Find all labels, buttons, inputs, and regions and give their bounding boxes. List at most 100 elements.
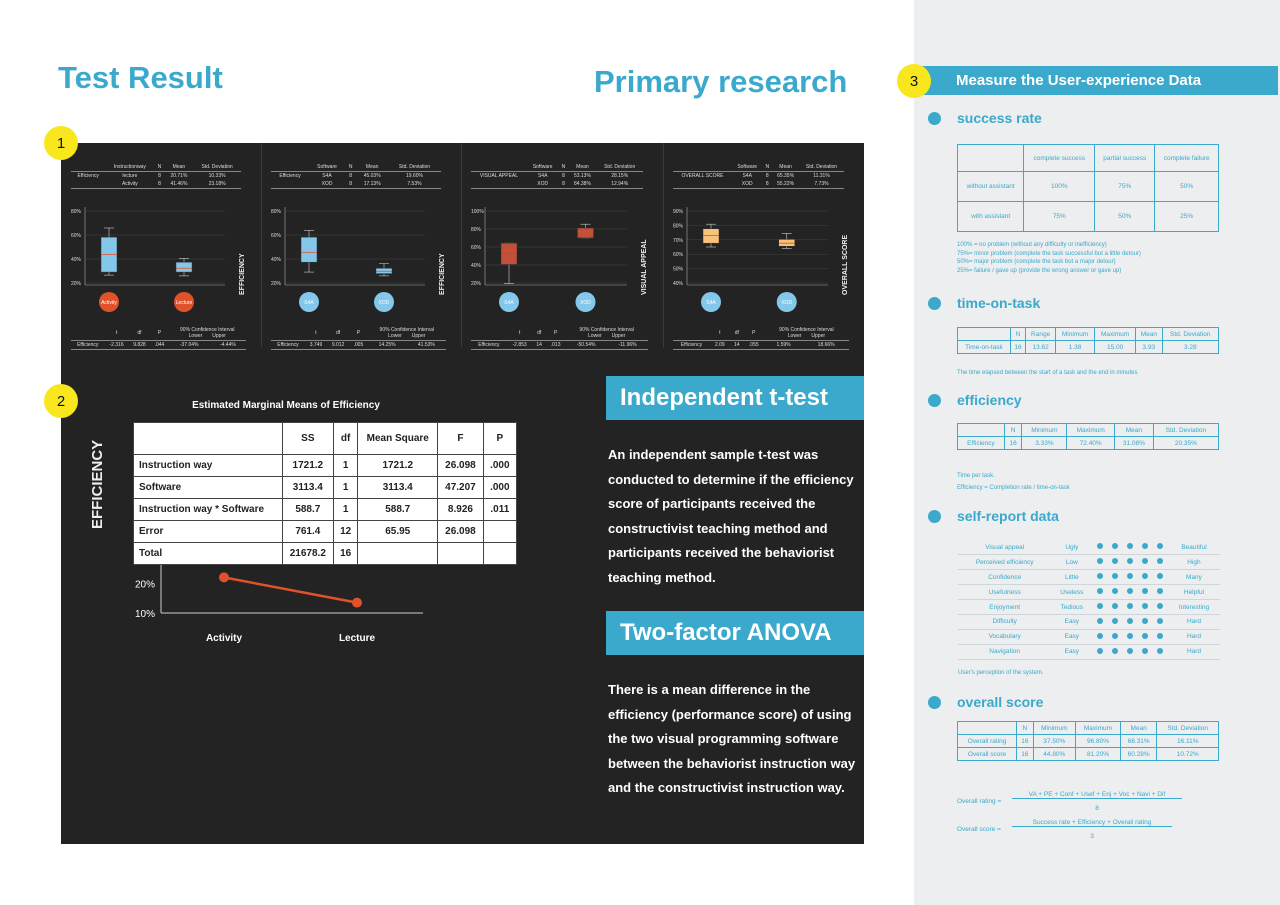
ttest-body: An independent sample t-test was conduct… xyxy=(608,447,854,585)
group-label: XOD xyxy=(580,300,591,306)
header-cell: SS xyxy=(281,422,335,455)
scale-low: Little xyxy=(1051,569,1093,586)
table-cell: Error xyxy=(133,520,283,543)
stat-panel-1: Instructionway N Mean Std. Deviation Efficie… xyxy=(61,143,261,350)
scale-high: Beautiful xyxy=(1167,540,1220,556)
table-cell: Efficiency xyxy=(673,340,710,350)
y-tick: 50% xyxy=(673,267,684,273)
dot-icon xyxy=(1112,632,1119,639)
dot-icon xyxy=(1157,558,1164,565)
table-cell: .000 xyxy=(482,476,518,499)
table-row: Efficiency lecture 8 20.71% 10.33% xyxy=(71,172,241,181)
scale-point xyxy=(1152,599,1168,615)
dot-icon xyxy=(1142,543,1149,550)
y-tick: 20% xyxy=(271,281,282,287)
table-cell: -37.04% xyxy=(168,340,210,350)
self-report-row: Usefulness Useless Helpful xyxy=(958,584,1220,601)
table-cell: with assistant xyxy=(956,201,1025,232)
ttest-title: Independent t-test xyxy=(606,376,864,420)
dot-icon xyxy=(1142,573,1149,580)
header-cell: df xyxy=(729,326,744,341)
scale-low: Easy xyxy=(1051,614,1093,630)
overall-rating-formula: Overall rating = VA + PE + Conf + Usef +… xyxy=(957,791,1217,815)
header-cell: Mean xyxy=(164,163,194,172)
header-cell xyxy=(471,326,507,341)
y-tick: 40% xyxy=(673,281,684,287)
header-cell: t xyxy=(506,326,533,341)
scale-point xyxy=(1137,584,1153,601)
table-cell: 65.35% xyxy=(777,173,795,179)
dot-icon xyxy=(1127,573,1134,580)
scale-point xyxy=(1137,629,1153,645)
header-cell: Minimum xyxy=(1021,423,1068,437)
table-cell: 16 xyxy=(1016,747,1034,761)
data-point xyxy=(352,597,362,608)
stat-panel-4: Software N Mean Std. Deviation OVERALL SCORE… xyxy=(663,143,864,350)
table-row: Efficiency 3.749 9.012.005 14.25% 41.53% xyxy=(271,340,446,350)
header-cell: Mean xyxy=(568,163,597,172)
y-tick: 40% xyxy=(71,257,82,263)
table-cell: -11.96% xyxy=(606,340,648,350)
scale-point xyxy=(1152,554,1168,571)
table-cell: Software xyxy=(133,476,283,499)
table-cell: 2.09 xyxy=(709,340,730,350)
dot-icon xyxy=(1112,543,1119,550)
header-cell: 90% Confidence Interval Lower Upper xyxy=(763,326,849,341)
table-cell: XOD xyxy=(526,180,559,189)
dot-icon xyxy=(1096,603,1103,609)
header-cell: Maximum xyxy=(1075,721,1121,735)
table-cell: XOD xyxy=(731,180,763,189)
table-cell: 21678.2 xyxy=(281,542,335,565)
table-cell: 1721.2 xyxy=(357,454,439,477)
scale-low: Tedious xyxy=(1051,599,1093,615)
table-cell: 25% xyxy=(1154,201,1219,232)
group-label: XOD xyxy=(781,300,792,306)
stat-panel-3: Software N Mean Std. Deviation VISUAL APPEAL… xyxy=(461,143,663,350)
header-cell: df xyxy=(333,422,359,455)
descriptives-table: Software N Mean Std. Deviation OVERALL SCORE… xyxy=(673,163,844,189)
scale-point xyxy=(1137,599,1153,615)
header-row: N Minimum Maximum Mean Std. Deviation xyxy=(957,423,1220,437)
table-cell: 65.95 xyxy=(357,520,439,543)
box xyxy=(577,227,594,239)
table-row: Overall score 16 44.80% 81.20% 60.28% 10.72% xyxy=(956,747,1219,761)
header-cell: Mean Square xyxy=(357,422,439,455)
x-tick-label: Activity xyxy=(206,633,243,644)
table-cell: 8 xyxy=(344,180,357,189)
y-tick: 60% xyxy=(271,233,282,239)
table-cell xyxy=(482,542,518,565)
attribute-label: Usefulness xyxy=(958,584,1052,601)
table-cell: 68.31% xyxy=(1119,734,1158,748)
scale-point xyxy=(1152,629,1168,645)
scale-point xyxy=(1092,644,1108,660)
scale-high: Interesting xyxy=(1167,599,1220,615)
table-cell: Overall rating xyxy=(956,734,1018,748)
efficiency-table: N Minimum Maximum Mean Std. Deviation Efficie… xyxy=(957,423,1220,450)
ci-sub: Lower Upper xyxy=(188,333,226,339)
anova-title: Two-factor ANOVA xyxy=(606,611,864,655)
y-tick: 60% xyxy=(673,252,684,258)
scale-point xyxy=(1107,644,1123,660)
self-report-row: Perceived efficiency Low High xyxy=(958,554,1220,571)
self-report-row: Enjoyment Tedious Interesting xyxy=(958,599,1220,615)
dot-icon xyxy=(1096,588,1103,595)
table-cell: 588.7 xyxy=(281,498,335,521)
group-marker xyxy=(701,292,721,312)
scale-point xyxy=(1122,644,1138,660)
group-marker xyxy=(99,292,119,312)
table-cell: 10.72% xyxy=(1156,747,1219,761)
table-cell: 9.012 xyxy=(327,340,350,350)
table-cell: 8 xyxy=(154,180,165,189)
panel-ylabel: EFFICIENCY xyxy=(239,253,246,295)
bullet-icon xyxy=(928,111,941,125)
header-cell: N xyxy=(344,163,357,172)
table-cell: 10.33% xyxy=(208,173,226,179)
anova-body: There is a mean difference in the effici… xyxy=(608,682,856,795)
y-tick: 20% xyxy=(71,281,82,287)
dot-icon xyxy=(1096,558,1103,565)
table-cell: 55.22% xyxy=(772,180,799,189)
header-cell: Std. Deviation xyxy=(1161,327,1220,341)
header-cell: Std. Deviation xyxy=(596,163,643,172)
table-cell: 81.20% xyxy=(1075,747,1121,761)
ttest-table: t df P 90% Confidence Interval Lower Upper Eff… xyxy=(471,326,648,350)
